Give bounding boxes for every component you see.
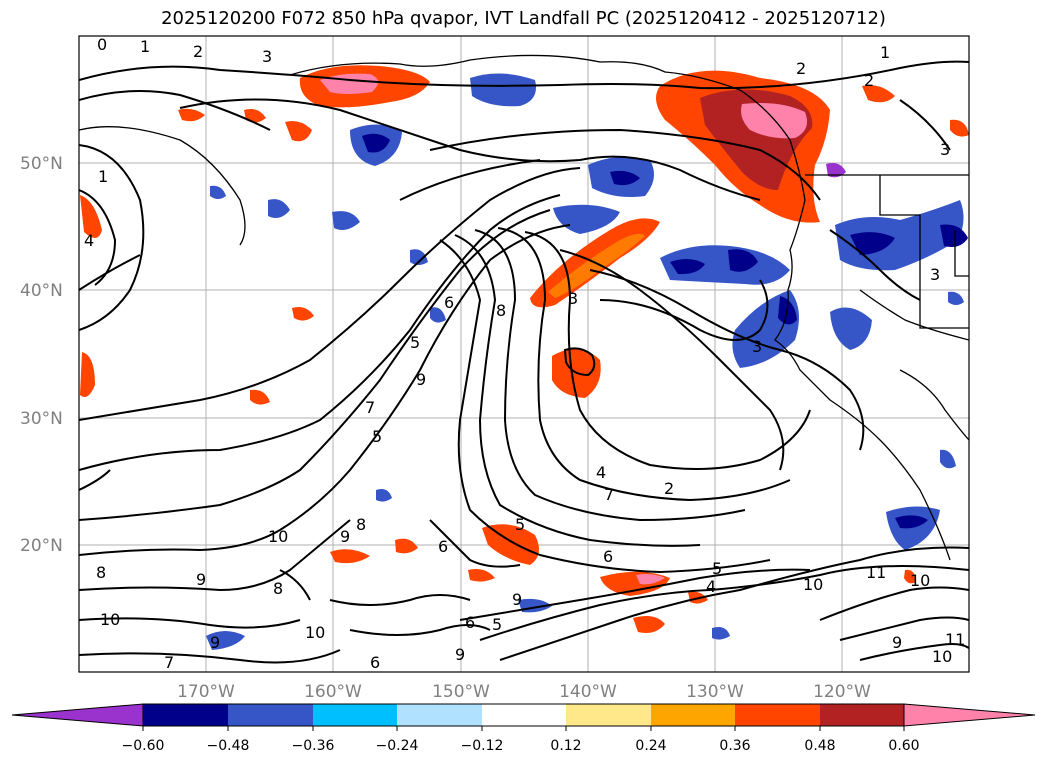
- contour-label: 3: [752, 337, 762, 356]
- contour-label: 9: [892, 633, 902, 652]
- contour-label: 9: [416, 370, 426, 389]
- contour-label: 9: [210, 633, 220, 652]
- map-title: 2025120200 F072 850 hPa qvapor, IVT Land…: [161, 8, 886, 29]
- colorbar-swatch: [397, 704, 482, 726]
- contour-label: 3: [262, 47, 272, 66]
- contour-label: 8: [496, 301, 506, 320]
- lon-label: 170°W: [177, 682, 235, 702]
- contour-label: 2: [796, 59, 806, 78]
- contour-label: 6: [603, 547, 613, 566]
- colorbar-swatch: [313, 704, 397, 726]
- colorbar-swatch: [566, 704, 651, 726]
- colorbar-swatch: [651, 704, 735, 726]
- ivt-contours: [79, 60, 969, 664]
- lon-label: 120°W: [813, 682, 871, 702]
- coastlines: [79, 54, 969, 561]
- colorbar-tick-label: −0.36: [292, 738, 335, 754]
- contour-label: 6: [444, 293, 454, 312]
- contour-label: 5: [372, 427, 382, 446]
- colorbar-tick-label: 0.48: [804, 738, 835, 754]
- lat-labels: 50°N 40°N 30°N 20°N: [20, 154, 63, 556]
- colorbar-tick-label: 0.12: [550, 738, 581, 754]
- lon-label: 160°W: [304, 682, 362, 702]
- contour-label: 3: [940, 140, 950, 159]
- contour-label: 6: [370, 653, 380, 672]
- contour-label: 5: [515, 515, 525, 534]
- contour-label: 2: [864, 71, 874, 90]
- lat-label: 20°N: [20, 536, 63, 556]
- colorbar-tick-label: 0.36: [719, 738, 750, 754]
- colorbar-tick-label: −0.60: [122, 738, 165, 754]
- lon-labels: 170°W 160°W 150°W 140°W 130°W 120°W: [177, 682, 871, 702]
- contour-label: 5: [492, 615, 502, 634]
- contour-label: 0: [97, 35, 107, 54]
- contour-label: 10: [932, 647, 952, 666]
- contour-label: 6: [438, 537, 448, 556]
- contour-label: 1: [98, 167, 108, 186]
- contour-label: 2: [664, 479, 674, 498]
- colorbar-outline: [142, 703, 905, 727]
- contour-label: 11: [945, 630, 965, 649]
- contour-label: 10: [803, 575, 823, 594]
- colorbar-swatch: [820, 704, 904, 726]
- map-frame: [78, 35, 970, 673]
- contour-label: 7: [365, 398, 375, 417]
- contour-label-group: 0 1 2 3 1 2 3 1 4 8 6 7 5 9 5 10 9 8 9 8…: [84, 35, 965, 672]
- lat-label: 40°N: [20, 281, 63, 301]
- contour-label: 5: [410, 333, 420, 352]
- contour-label: 4: [706, 577, 716, 596]
- contour-label: 9: [455, 645, 465, 664]
- lat-label: 30°N: [20, 409, 63, 429]
- colorbar-tick-label: −0.48: [207, 738, 250, 754]
- colorbar-tick-label: 0.60: [888, 738, 919, 754]
- contour-label: 8: [96, 563, 106, 582]
- plot-area: [79, 36, 969, 672]
- contour-label: 3: [568, 289, 578, 308]
- colorbar-extend-low: [11, 703, 144, 727]
- contour-label: 10: [268, 527, 288, 546]
- contour-label: 1: [880, 43, 890, 62]
- colorbar-swatch: [735, 704, 820, 726]
- contour-label: 1: [140, 37, 150, 56]
- contour-label: 9: [196, 570, 206, 589]
- colorbar-swatch: [228, 704, 313, 726]
- contour-label: 10: [910, 571, 930, 590]
- contour-label: 3: [930, 265, 940, 284]
- contour-label: 4: [596, 463, 606, 482]
- contour-label: 2: [193, 42, 203, 61]
- colorbar-tick-label: −0.24: [376, 738, 419, 754]
- contour-label: 7: [604, 485, 614, 504]
- lon-label: 140°W: [559, 682, 617, 702]
- colorbar-extend-high: [903, 703, 1036, 727]
- lon-label: 150°W: [432, 682, 490, 702]
- colorbar-tick-label: 0.24: [635, 738, 666, 754]
- contour-label: 10: [305, 623, 325, 642]
- colorbar-tick-label: −0.12: [461, 738, 504, 754]
- contour-label: 5: [712, 559, 722, 578]
- colorbar-swatch: [143, 704, 228, 726]
- contour-label: 7: [164, 653, 174, 672]
- contour-label: 8: [356, 515, 366, 534]
- lat-label: 50°N: [20, 154, 63, 174]
- lon-label: 130°W: [686, 682, 744, 702]
- contour-label: 8: [273, 579, 283, 598]
- contour-label: 4: [84, 231, 94, 250]
- contour-label: 9: [340, 527, 350, 546]
- contour-label: 6: [465, 613, 475, 632]
- contour-label: 11: [866, 563, 886, 582]
- contour-label: 9: [512, 590, 522, 609]
- colorbar-ticks: [142, 726, 905, 731]
- colorbar: −0.60 −0.48 −0.36 −0.24 −0.12 0.12 0.24 …: [11, 703, 1036, 754]
- colorbar-swatch: [482, 704, 566, 726]
- contour-label: 10: [100, 610, 120, 629]
